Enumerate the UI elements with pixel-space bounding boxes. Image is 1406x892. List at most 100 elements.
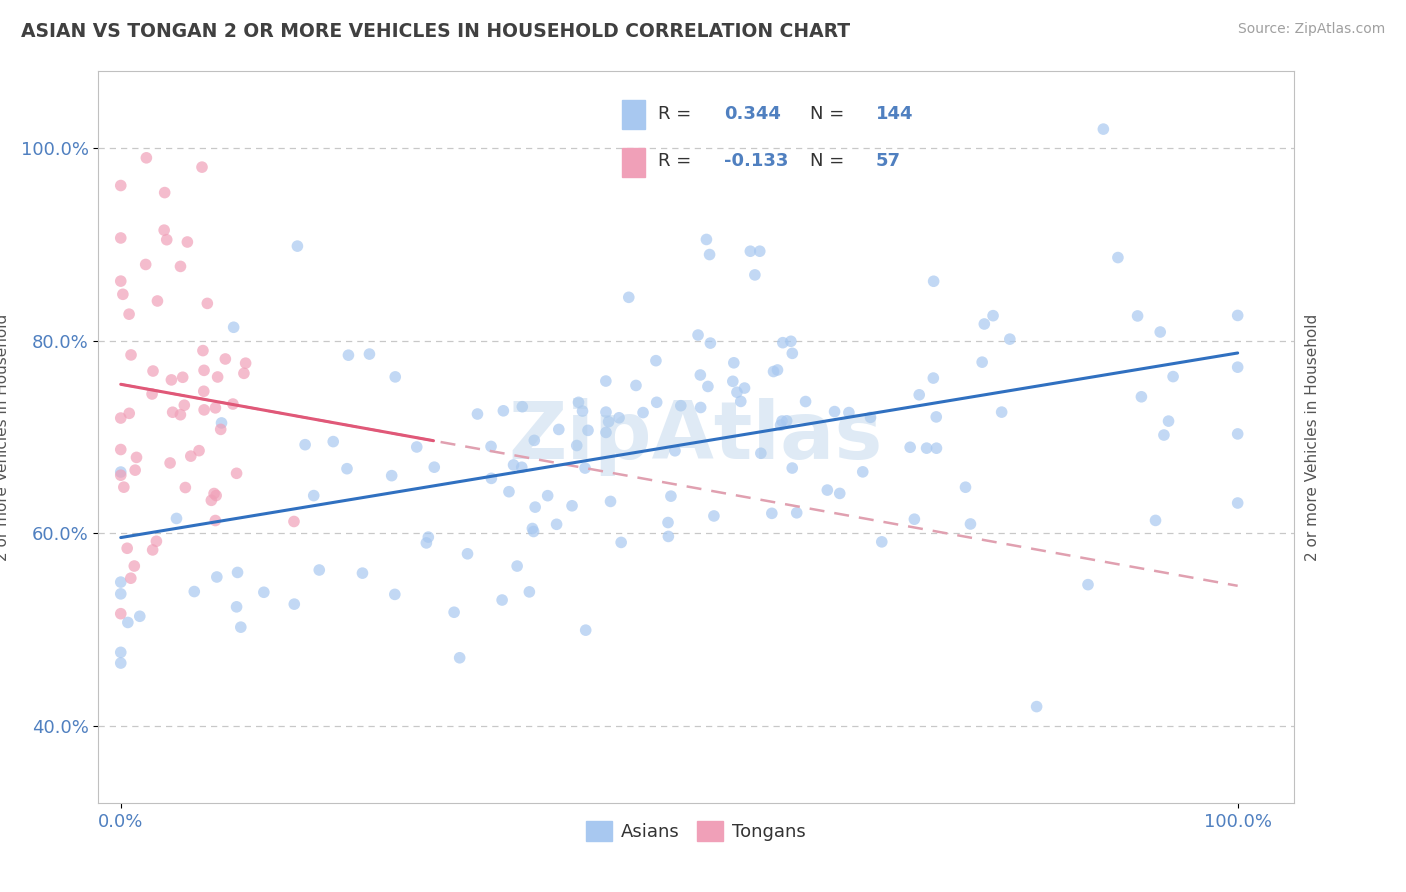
Legend: Asians, Tongans: Asians, Tongans [579,814,813,848]
Point [870,534,893,549]
Point [575,623,598,637]
Point [222,397,245,411]
Point [156,233,179,247]
Point [762,365,785,379]
Point [981,309,1004,323]
Y-axis label: 2 or more Vehicles in Household: 2 or more Vehicles in Household [1305,313,1320,561]
Point [645,353,668,368]
Point [110,411,132,425]
Point [998,332,1021,346]
Point [510,460,533,475]
Point [723,356,745,370]
Point [599,494,621,508]
Text: Source: ZipAtlas.com: Source: ZipAtlas.com [1237,22,1385,37]
Point [176,235,198,249]
Point [209,422,232,436]
Text: 0.344: 0.344 [724,105,780,123]
Point [110,468,132,483]
Text: R =: R = [658,153,697,170]
Point [110,231,132,245]
Point [772,335,794,350]
Point [381,468,404,483]
Point [744,268,766,282]
Point [146,293,169,308]
Point [824,404,846,418]
Point [617,290,640,304]
Point [498,484,520,499]
Point [283,597,305,611]
Point [110,465,132,479]
Point [595,405,617,419]
Point [193,403,215,417]
Point [522,524,544,539]
Point [794,394,817,409]
Point [110,656,132,670]
Point [1157,414,1180,428]
Text: N =: N = [810,153,849,170]
Point [253,585,276,599]
Point [229,620,252,634]
Point [118,406,141,420]
Point [565,438,588,452]
Point [695,232,717,246]
Point [294,438,316,452]
Point [235,356,257,370]
Point [703,508,725,523]
Point [112,480,135,494]
Point [195,296,218,310]
Point [457,547,479,561]
Point [120,571,142,585]
Text: 57: 57 [876,153,901,170]
Point [1226,309,1249,323]
Bar [621,100,644,128]
Point [142,364,165,378]
Point [574,461,596,475]
Text: R =: R = [658,105,697,123]
Point [1025,699,1047,714]
Point [287,239,309,253]
Point [302,489,325,503]
Point [725,385,748,400]
Point [191,343,214,358]
Point [174,481,197,495]
Point [631,406,654,420]
Point [955,480,977,494]
Point [193,363,215,377]
Point [769,418,792,433]
Point [898,440,921,454]
Point [1161,369,1184,384]
Point [782,346,804,360]
Point [740,244,762,259]
Point [780,461,803,475]
Point [689,368,711,382]
Point [721,374,744,388]
Point [124,559,146,574]
Point [166,511,188,525]
Point [110,587,132,601]
Point [561,499,583,513]
Point [859,410,882,425]
Point [547,422,569,436]
Point [567,395,589,409]
Point [308,563,330,577]
Point [1126,309,1149,323]
Point [125,450,148,465]
Point [686,328,709,343]
Point [183,584,205,599]
Point [1226,426,1249,441]
Point [523,434,546,448]
Text: N =: N = [810,105,849,123]
Point [204,401,226,415]
Point [510,400,533,414]
Point [607,410,630,425]
Point [506,559,529,574]
Point [780,334,803,349]
Point [748,244,770,259]
Point [1144,513,1167,527]
Point [162,405,184,419]
Point [232,367,254,381]
Point [336,461,359,475]
Point [337,348,360,362]
Point [188,443,211,458]
Point [135,151,157,165]
